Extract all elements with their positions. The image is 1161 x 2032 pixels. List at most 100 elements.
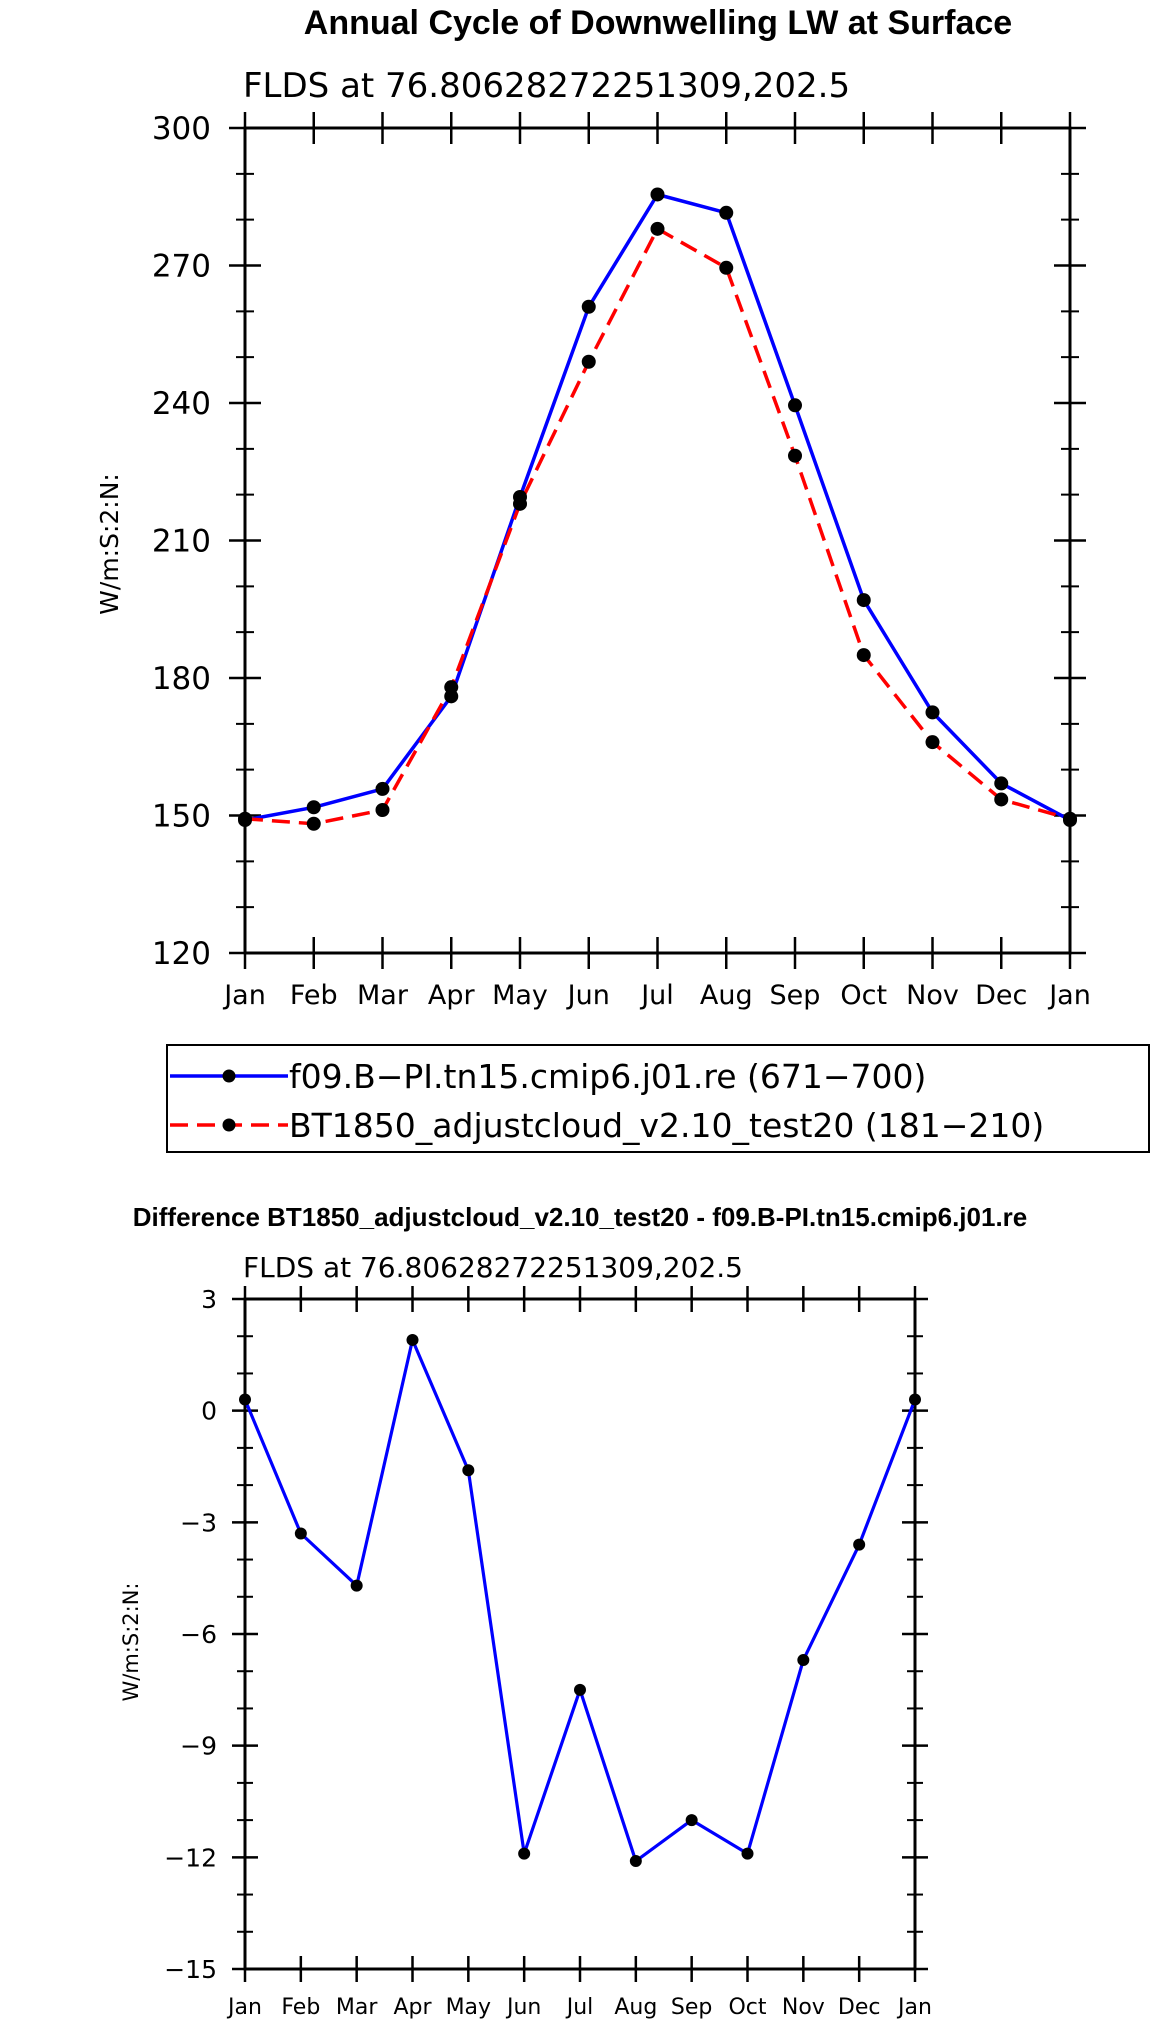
x-tick-label: Jan xyxy=(1047,980,1091,1011)
series-1-point xyxy=(853,1538,866,1551)
difference-chart: Difference BT1850_adjustcloud_v2.10_test… xyxy=(119,1202,1027,2020)
y-tick-label: 3 xyxy=(201,1285,217,1314)
series-2-point xyxy=(1063,811,1077,826)
chart1-y-tick-labels: 120 150 180 210 240 270 300 xyxy=(152,111,211,972)
x-tick-label: May xyxy=(446,1995,491,2020)
series-1-point xyxy=(574,1683,586,1696)
chart2-ylabel: W/m:S:2:N: xyxy=(119,1583,143,1702)
legend-label-series-1: f09.B−PI.tn15.cmip6.j01.re (671−700) xyxy=(289,1057,926,1096)
x-tick-label: Nov xyxy=(782,1995,825,2020)
y-tick-label: −12 xyxy=(164,1843,217,1872)
x-tick-label: Mar xyxy=(336,1995,378,2020)
y-tick-label: 120 xyxy=(152,936,211,972)
series-line-1 xyxy=(244,192,1071,822)
chart2-x-tick-labels: Jan Feb Mar Apr May Jun Jul Aug Sep Oct Nov Dec Jan xyxy=(226,1995,932,2020)
chart2-subtitle: FLDS at 76.80628272251309,202.5 xyxy=(243,1251,743,1284)
series-1-point xyxy=(650,187,665,202)
series-1-point xyxy=(788,398,802,413)
series-1-point xyxy=(856,593,871,608)
chart2-y-tick-labels: −15 −12 −9 −6 −3 0 3 xyxy=(164,1285,217,1984)
chart1-subtitle: FLDS at 76.80628272251309,202.5 xyxy=(243,66,850,106)
series-1-point xyxy=(741,1847,754,1860)
series-1-point xyxy=(909,1393,921,1406)
y-tick-label: 180 xyxy=(152,661,211,697)
y-tick-label: 300 xyxy=(152,111,211,147)
series-2-point xyxy=(375,803,390,817)
series-line-2 xyxy=(244,227,1071,826)
legend-box xyxy=(166,1044,1150,1153)
x-tick-label: Feb xyxy=(281,1995,320,2020)
series-1-point xyxy=(685,1814,698,1827)
series-1-point xyxy=(581,299,596,314)
y-tick-label: 0 xyxy=(201,1397,217,1426)
series-1-point xyxy=(719,205,734,220)
series-2-point xyxy=(513,496,527,511)
series-1-point xyxy=(925,705,940,720)
series-1-point xyxy=(462,1464,475,1477)
series-2-point xyxy=(581,354,596,369)
chart2-ticks xyxy=(232,1286,928,1982)
chart2-series xyxy=(239,1333,921,1868)
x-tick-label: Feb xyxy=(290,980,338,1011)
series-2-point xyxy=(925,735,940,750)
legend-marker-series-2 xyxy=(222,1118,236,1132)
series-1-point xyxy=(406,1333,419,1346)
series-1-point xyxy=(306,800,321,815)
x-tick-label: Sep xyxy=(770,980,821,1011)
x-tick-label: Jul xyxy=(565,1995,594,2020)
series-1-point xyxy=(797,1654,810,1667)
series-1-point xyxy=(294,1527,307,1540)
x-tick-label: Jan xyxy=(222,980,266,1011)
y-tick-label: 240 xyxy=(152,386,211,422)
series-1-point xyxy=(518,1847,531,1860)
series-1-point xyxy=(629,1855,642,1868)
x-tick-label: Oct xyxy=(728,1995,766,2020)
y-tick-label: 270 xyxy=(152,249,211,285)
chart1-legend: f09.B−PI.tn15.cmip6.j01.re (671−700) BT1… xyxy=(166,1044,1150,1153)
x-tick-label: Aug xyxy=(700,980,753,1011)
y-tick-label: −6 xyxy=(180,1620,217,1649)
x-tick-label: Jul xyxy=(639,980,674,1011)
x-tick-label: Dec xyxy=(838,1995,881,2020)
x-tick-label: Jun xyxy=(566,980,610,1011)
series-2-point xyxy=(719,260,734,275)
x-tick-label: Apr xyxy=(393,1995,432,2020)
x-tick-label: Apr xyxy=(428,980,476,1011)
x-tick-label: Aug xyxy=(614,1995,657,2020)
series-1-point xyxy=(375,781,390,796)
x-tick-label: Dec xyxy=(975,980,1027,1011)
series-2-point xyxy=(856,648,871,663)
x-tick-label: Mar xyxy=(357,980,409,1011)
y-tick-label: −3 xyxy=(180,1508,217,1537)
series-2-point xyxy=(238,811,252,826)
series-1-point xyxy=(239,1393,251,1406)
chart1-x-tick-labels: Jan Feb Mar Apr May Jun Jul Aug Sep Oct Nov Dec Jan xyxy=(222,980,1091,1011)
x-tick-label: Oct xyxy=(840,980,887,1011)
series-2-point xyxy=(788,448,802,463)
x-tick-label: Nov xyxy=(906,980,959,1011)
annual-cycle-chart: Annual Cycle of Downwelling LW at Surfac… xyxy=(95,4,1150,1153)
y-tick-label: 210 xyxy=(152,524,211,560)
legend-marker-series-1 xyxy=(222,1069,236,1083)
chart1-ylabel: W/m:S:2:N: xyxy=(95,473,124,615)
y-tick-label: 150 xyxy=(152,799,211,835)
chart2-title: Difference BT1850_adjustcloud_v2.10_test… xyxy=(133,1202,1028,1232)
x-tick-label: Sep xyxy=(671,1995,712,2020)
legend-label-series-2: BT1850_adjustcloud_v2.10_test20 (181−210… xyxy=(289,1106,1044,1145)
chart1-series xyxy=(238,187,1077,831)
x-tick-label: Jun xyxy=(505,1995,541,2020)
chart1-plot-frame xyxy=(243,126,1072,955)
chart1-title: Annual Cycle of Downwelling LW at Surfac… xyxy=(304,4,1012,42)
series-2-point xyxy=(306,816,321,831)
series-1-point xyxy=(350,1579,363,1592)
series-1-point xyxy=(994,776,1009,791)
y-tick-label: −15 xyxy=(164,1955,217,1984)
x-tick-label: Jan xyxy=(896,1995,932,2020)
series-line-1 xyxy=(243,1338,917,1863)
x-tick-label: May xyxy=(492,980,548,1011)
series-2-point xyxy=(994,792,1009,807)
series-2-point xyxy=(650,221,665,236)
chart1-ticks xyxy=(229,112,1086,969)
x-tick-label: Jan xyxy=(226,1995,262,2020)
